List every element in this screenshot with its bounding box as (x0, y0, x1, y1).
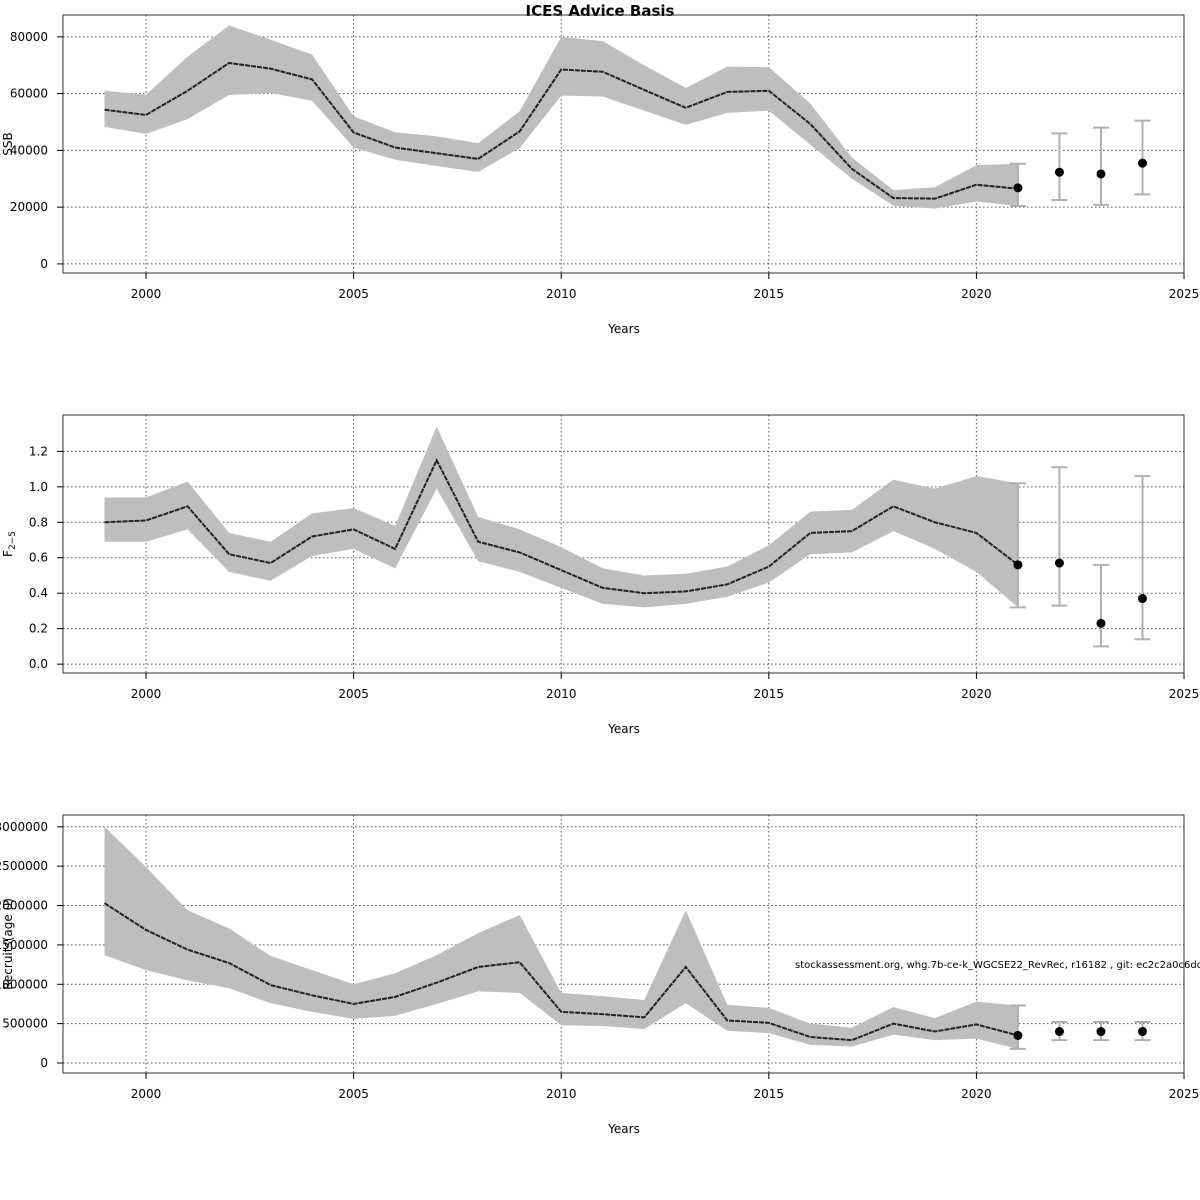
confidence-band (104, 826, 1018, 1049)
x-tick-label: 2015 (754, 687, 785, 701)
projection-2024 (1134, 1021, 1151, 1042)
data-point (1137, 158, 1147, 168)
figure-title: ICES Advice Basis (526, 2, 675, 20)
y-tick-label: 0.0 (29, 657, 48, 671)
x-tick-label: 2020 (961, 1087, 992, 1101)
x-tick-label: 2000 (131, 1087, 162, 1101)
y-tick-label: 60000 (10, 87, 48, 101)
x-tick-label: 2005 (338, 1087, 369, 1101)
data-point (1013, 183, 1023, 193)
data-point (1013, 1030, 1023, 1040)
x-tick-label: 2010 (546, 287, 577, 301)
plot-frame (62, 414, 1185, 674)
projection-2021 (1009, 1004, 1026, 1050)
data-point (1054, 558, 1064, 568)
y-axis-label: F2−5 (1, 531, 18, 557)
y-tick-label: 1.2 (29, 444, 48, 458)
y-tick-label: 0.2 (29, 622, 48, 636)
projection-2024 (1134, 475, 1151, 641)
data-point (1054, 1027, 1064, 1037)
x-tick-label: 2015 (754, 1087, 785, 1101)
y-tick-label: 40000 (10, 143, 48, 157)
projection-2021 (1009, 482, 1026, 609)
y-axis-label: Recruits(age 0) (1, 898, 15, 990)
y-axis-label-subscript: 2−5 (8, 531, 18, 550)
projection-2021 (1009, 162, 1026, 208)
x-tick-label: 2025 (1169, 687, 1200, 701)
projection-2023 (1092, 126, 1109, 206)
projection-2023 (1092, 563, 1109, 648)
y-tick-label: 3000000 (0, 820, 48, 834)
y-tick-label: 1500000 (0, 938, 48, 952)
x-tick-label: 2015 (754, 287, 785, 301)
panel-3: 2000 2005 2010 2015 2020 2025 0 500000 1000000 15… (0, 814, 1200, 1136)
panel-2: 2000 2005 2010 2015 2020 2025 0.0 0.2 0.4 0.6 0.8 1… (1, 414, 1200, 736)
y-tick-label: 0.4 (29, 586, 48, 600)
annotation-text: stockassessment.org, whg.7b-ce-k_WGCSE22… (795, 960, 1200, 971)
x-axis-label: Years (607, 722, 640, 736)
y-tick-label: 1.0 (29, 480, 48, 494)
y-tick-label: 20000 (10, 200, 48, 214)
y-tick-label: 1000000 (0, 977, 48, 991)
y-tick-label: 0.8 (29, 515, 48, 529)
x-axis-label: Years (607, 1122, 640, 1136)
projection-2024 (1134, 119, 1151, 196)
y-tick-label: 0 (40, 1056, 48, 1070)
estimate-line (103, 902, 1019, 1042)
x-axis-label: Years (607, 322, 640, 336)
x-tick-label: 2025 (1169, 287, 1200, 301)
y-tick-label: 2500000 (0, 859, 48, 873)
confidence-band (104, 426, 1018, 608)
estimate-line (104, 61, 1019, 200)
data-point (1096, 1027, 1106, 1037)
x-tick-label: 2025 (1169, 1087, 1200, 1101)
projection-2023 (1092, 1021, 1109, 1042)
y-tick-label: 80000 (10, 30, 48, 44)
x-tick-label: 2005 (338, 687, 369, 701)
plot-frame (62, 14, 1185, 274)
data-point (1054, 167, 1064, 177)
x-tick-label: 2000 (131, 687, 162, 701)
y-tick-label: 500000 (2, 1017, 48, 1031)
x-tick-label: 2005 (338, 287, 369, 301)
confidence-band (104, 25, 1018, 209)
y-tick-label: 0.6 (29, 551, 48, 565)
y-axis-label: SSB (1, 132, 15, 155)
x-tick-label: 2020 (961, 687, 992, 701)
plot-frame (62, 814, 1185, 1074)
estimate-line (104, 457, 1019, 595)
data-point (1096, 169, 1106, 179)
x-tick-label: 2000 (131, 287, 162, 301)
data-point (1096, 618, 1106, 628)
panel-1: 2000 2005 2010 2015 2020 2025 0 20000 40000 60000… (1, 14, 1200, 336)
x-tick-label: 2010 (546, 687, 577, 701)
projection-2022 (1051, 132, 1068, 202)
data-point (1137, 594, 1147, 604)
projection-2022 (1051, 1021, 1068, 1042)
x-tick-label: 2020 (961, 287, 992, 301)
data-point (1013, 560, 1023, 570)
projection-2022 (1051, 466, 1068, 607)
y-tick-label: 2000000 (0, 899, 48, 913)
y-tick-label: 0 (40, 257, 48, 271)
x-tick-label: 2010 (546, 1087, 577, 1101)
data-point (1137, 1027, 1147, 1037)
